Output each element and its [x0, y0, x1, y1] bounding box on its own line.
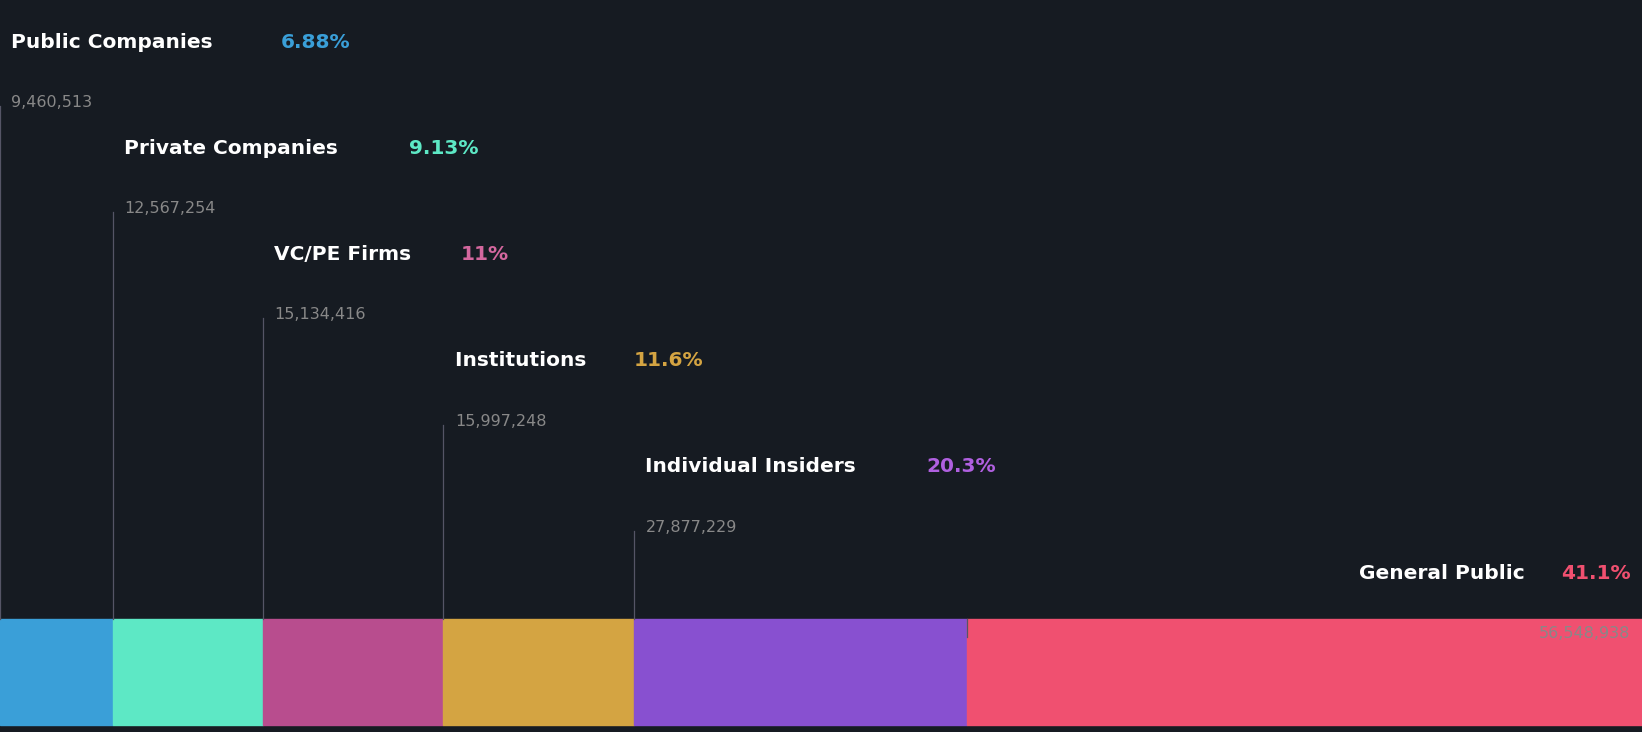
Text: Private Companies: Private Companies: [125, 139, 345, 158]
Text: 11%: 11%: [460, 245, 509, 264]
Text: General Public: General Public: [1360, 564, 1532, 583]
Text: Public Companies: Public Companies: [11, 33, 220, 52]
Text: VC/PE Firms: VC/PE Firms: [274, 245, 419, 264]
Text: VC/PE Firms: VC/PE Firms: [274, 245, 419, 264]
Bar: [634, 619, 967, 725]
Text: Public Companies: Public Companies: [11, 33, 220, 52]
Bar: [967, 619, 1642, 725]
Bar: [443, 619, 634, 725]
Text: 27,877,229: 27,877,229: [645, 520, 737, 534]
Bar: [0, 619, 113, 725]
Text: Private Companies: Private Companies: [125, 139, 345, 158]
Text: 41.1%: 41.1%: [1562, 564, 1631, 583]
Text: 6.88%: 6.88%: [281, 33, 350, 52]
Text: 15,134,416: 15,134,416: [274, 307, 366, 322]
Text: Institutions: Institutions: [455, 351, 593, 370]
Text: 9.13%: 9.13%: [409, 139, 479, 158]
Text: 9,460,513: 9,460,513: [11, 95, 92, 110]
Text: 11.6%: 11.6%: [634, 351, 703, 370]
Bar: [113, 619, 263, 725]
Text: Individual Insiders: Individual Insiders: [645, 458, 864, 477]
Bar: [263, 619, 443, 725]
Text: 12,567,254: 12,567,254: [125, 201, 215, 216]
Text: Institutions: Institutions: [455, 351, 593, 370]
Text: 20.3%: 20.3%: [926, 458, 997, 477]
Text: 15,997,248: 15,997,248: [455, 414, 547, 428]
Text: 41.1%: 41.1%: [1553, 564, 1631, 583]
Text: Individual Insiders: Individual Insiders: [645, 458, 864, 477]
Text: 56,548,938: 56,548,938: [1539, 626, 1631, 640]
